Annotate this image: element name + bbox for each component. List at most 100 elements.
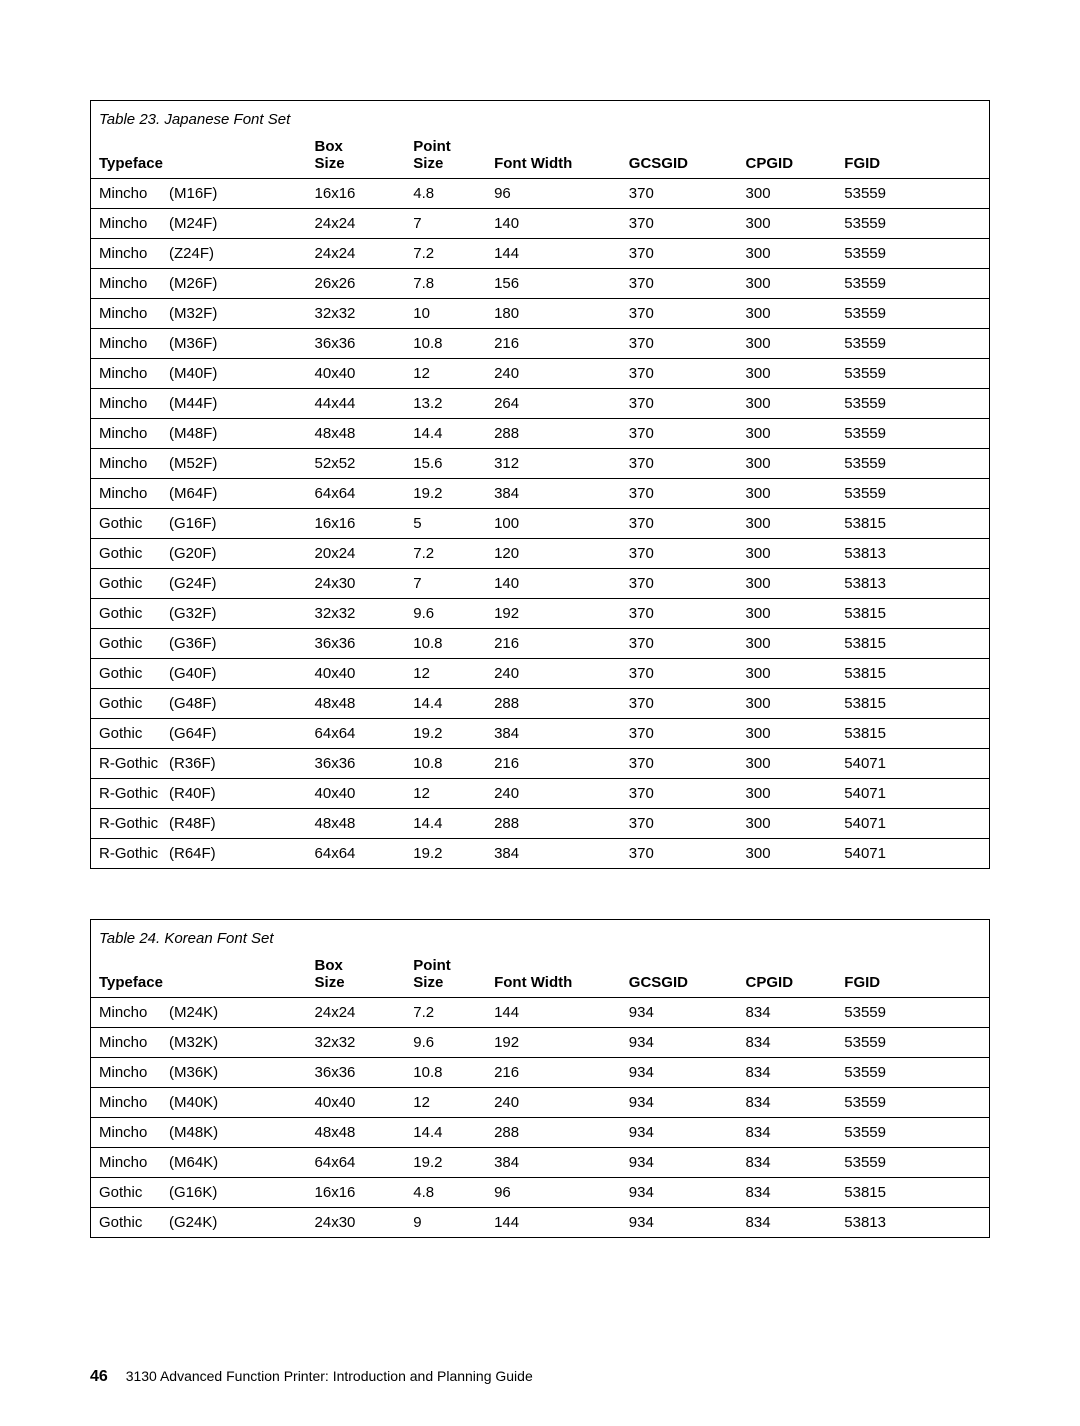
table-row: Mincho(M64F)64x6419.238437030053559 [91, 479, 989, 509]
table-row: Gothic(G40F)40x401224037030053815 [91, 659, 989, 689]
cell: 300 [738, 389, 837, 419]
cell: 54071 [836, 809, 989, 839]
table-row: Mincho(M24K)24x247.214493483453559 [91, 998, 989, 1028]
cell: 53815 [836, 629, 989, 659]
table-row: Mincho(M40K)40x401224093483453559 [91, 1088, 989, 1118]
table-row: Mincho(M40F)40x401224037030053559 [91, 359, 989, 389]
table-row: Gothic(G48F)48x4814.428837030053815 [91, 689, 989, 719]
cell: 15.6 [405, 449, 486, 479]
cell: 53815 [836, 1178, 989, 1208]
cell: 7 [405, 209, 486, 239]
typeface-cell: R-Gothic(R40F) [91, 779, 307, 809]
cell: 53559 [836, 449, 989, 479]
column-header: FGID [836, 134, 989, 179]
cell: 7.2 [405, 539, 486, 569]
typeface-cell: Mincho(M44F) [91, 389, 307, 419]
typeface-cell: Mincho(M64F) [91, 479, 307, 509]
cell: 36x36 [307, 329, 406, 359]
cell: 4.8 [405, 179, 486, 209]
table-caption: Table 24. Korean Font Set [91, 920, 989, 953]
cell: 7.2 [405, 239, 486, 269]
typeface-cell: Mincho(M36K) [91, 1058, 307, 1088]
cell: 300 [738, 719, 837, 749]
cell: 934 [621, 1088, 738, 1118]
typeface-cell: Gothic(G64F) [91, 719, 307, 749]
column-header: PointSize [405, 953, 486, 998]
cell: 370 [621, 599, 738, 629]
cell: 20x24 [307, 539, 406, 569]
cell: 300 [738, 629, 837, 659]
cell: 24x24 [307, 998, 406, 1028]
cell: 40x40 [307, 779, 406, 809]
cell: 53559 [836, 1118, 989, 1148]
cell: 53559 [836, 1028, 989, 1058]
cell: 300 [738, 689, 837, 719]
column-header: PointSize [405, 134, 486, 179]
typeface-cell: Mincho(M32F) [91, 299, 307, 329]
page-number: 46 [90, 1368, 108, 1385]
cell: 144 [486, 998, 621, 1028]
table-row: Gothic(G32F)32x329.619237030053815 [91, 599, 989, 629]
table-row: Gothic(G64F)64x6419.238437030053815 [91, 719, 989, 749]
table-row: Gothic(G20F)20x247.212037030053813 [91, 539, 989, 569]
cell: 934 [621, 1178, 738, 1208]
cell: 53559 [836, 1058, 989, 1088]
cell: 216 [486, 749, 621, 779]
cell: 64x64 [307, 1148, 406, 1178]
cell: 264 [486, 389, 621, 419]
cell: 288 [486, 689, 621, 719]
cell: 10 [405, 299, 486, 329]
cell: 52x52 [307, 449, 406, 479]
typeface-cell: Mincho(M40K) [91, 1088, 307, 1118]
table-row: R-Gothic(R40F)40x401224037030054071 [91, 779, 989, 809]
cell: 240 [486, 659, 621, 689]
cell: 24x24 [307, 209, 406, 239]
cell: 834 [738, 1028, 837, 1058]
cell: 53559 [836, 479, 989, 509]
typeface-cell: Mincho(M24K) [91, 998, 307, 1028]
cell: 19.2 [405, 719, 486, 749]
typeface-cell: Gothic(G40F) [91, 659, 307, 689]
table-row: Gothic(G16K)16x164.89693483453815 [91, 1178, 989, 1208]
cell: 24x30 [307, 569, 406, 599]
cell: 16x16 [307, 1178, 406, 1208]
cell: 7.2 [405, 998, 486, 1028]
cell: 24x30 [307, 1208, 406, 1238]
table-row: Gothic(G24F)24x30714037030053813 [91, 569, 989, 599]
cell: 64x64 [307, 479, 406, 509]
column-header: Font Width [486, 134, 621, 179]
cell: 192 [486, 1028, 621, 1058]
column-header: GCSGID [621, 134, 738, 179]
cell: 216 [486, 629, 621, 659]
typeface-cell: Gothic(G48F) [91, 689, 307, 719]
cell: 53559 [836, 299, 989, 329]
cell: 48x48 [307, 689, 406, 719]
table-row: Mincho(Z24F)24x247.214437030053559 [91, 239, 989, 269]
cell: 370 [621, 539, 738, 569]
cell: 14.4 [405, 1118, 486, 1148]
cell: 300 [738, 419, 837, 449]
column-header: Font Width [486, 953, 621, 998]
cell: 140 [486, 209, 621, 239]
cell: 834 [738, 1148, 837, 1178]
cell: 36x36 [307, 749, 406, 779]
typeface-cell: Gothic(G16F) [91, 509, 307, 539]
cell: 370 [621, 629, 738, 659]
cell: 53813 [836, 1208, 989, 1238]
cell: 934 [621, 1148, 738, 1178]
cell: 300 [738, 359, 837, 389]
cell: 370 [621, 479, 738, 509]
cell: 370 [621, 659, 738, 689]
cell: 288 [486, 419, 621, 449]
cell: 934 [621, 1208, 738, 1238]
cell: 934 [621, 1118, 738, 1148]
cell: 36x36 [307, 1058, 406, 1088]
cell: 934 [621, 998, 738, 1028]
cell: 19.2 [405, 1148, 486, 1178]
cell: 120 [486, 539, 621, 569]
typeface-cell: Mincho(M48K) [91, 1118, 307, 1148]
cell: 10.8 [405, 749, 486, 779]
cell: 312 [486, 449, 621, 479]
cell: 9 [405, 1208, 486, 1238]
table-row: Mincho(M48K)48x4814.428893483453559 [91, 1118, 989, 1148]
